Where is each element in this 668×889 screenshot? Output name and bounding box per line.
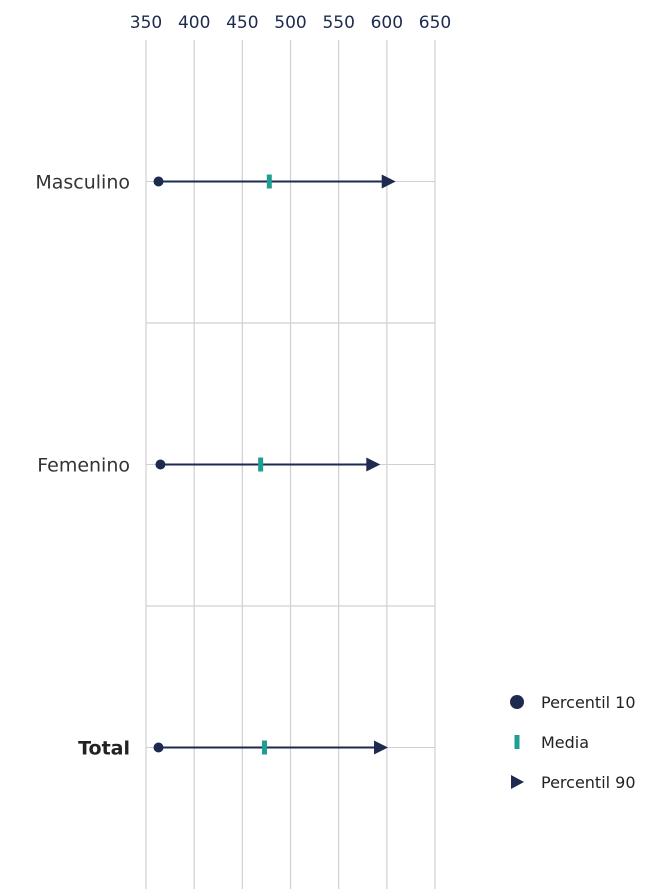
percentile-10-point [153,742,164,753]
legend-marker-triangle [511,775,524,789]
legend-marker-bar [514,735,520,749]
percentile-10-point [153,176,164,187]
legend-marker-circle [510,695,524,709]
category-label-femenino: Femenino [37,455,130,477]
x-tick-label: 350 [130,13,162,33]
legend-label-p10: Percentil 10 [541,693,636,712]
x-tick-label: 400 [178,13,210,33]
media-point [266,174,272,189]
data-marks [153,174,396,755]
x-axis-ticks: 350 400 450 500 550 600 650 [130,13,451,33]
x-tick-label: 650 [419,13,451,33]
legend-label-p90: Percentil 90 [541,773,636,792]
category-label-total: Total [78,738,130,760]
category-labels: Masculino Femenino Total [35,172,130,760]
x-tick-label: 450 [226,13,258,33]
category-label-masculino: Masculino [35,172,130,194]
percentile-10-point [155,459,166,470]
legend: Percentil 10 Media Percentil 90 [510,693,636,792]
media-point [258,457,264,472]
percentile-90-point [366,457,381,472]
percentile-90-point [381,174,396,189]
percentile-90-point [374,740,389,755]
x-tick-label: 500 [274,13,306,33]
media-point [261,740,267,755]
x-tick-label: 600 [371,13,403,33]
legend-label-media: Media [541,733,589,752]
x-tick-label: 550 [322,13,354,33]
